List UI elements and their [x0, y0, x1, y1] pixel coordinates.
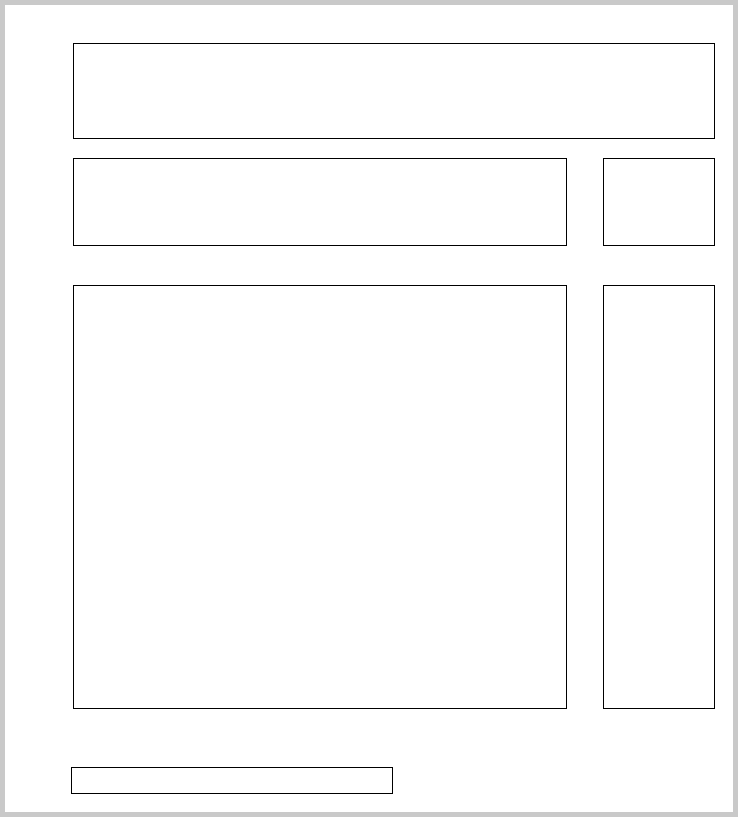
colorbar	[71, 767, 393, 794]
altitude-vs-north-south-panel	[603, 285, 715, 709]
time-vs-altitude-panel	[73, 43, 715, 139]
east-west-vs-altitude-panel	[73, 158, 567, 246]
altitude-histogram-panel	[603, 158, 715, 246]
longitude-latitude-map-panel	[73, 285, 567, 709]
